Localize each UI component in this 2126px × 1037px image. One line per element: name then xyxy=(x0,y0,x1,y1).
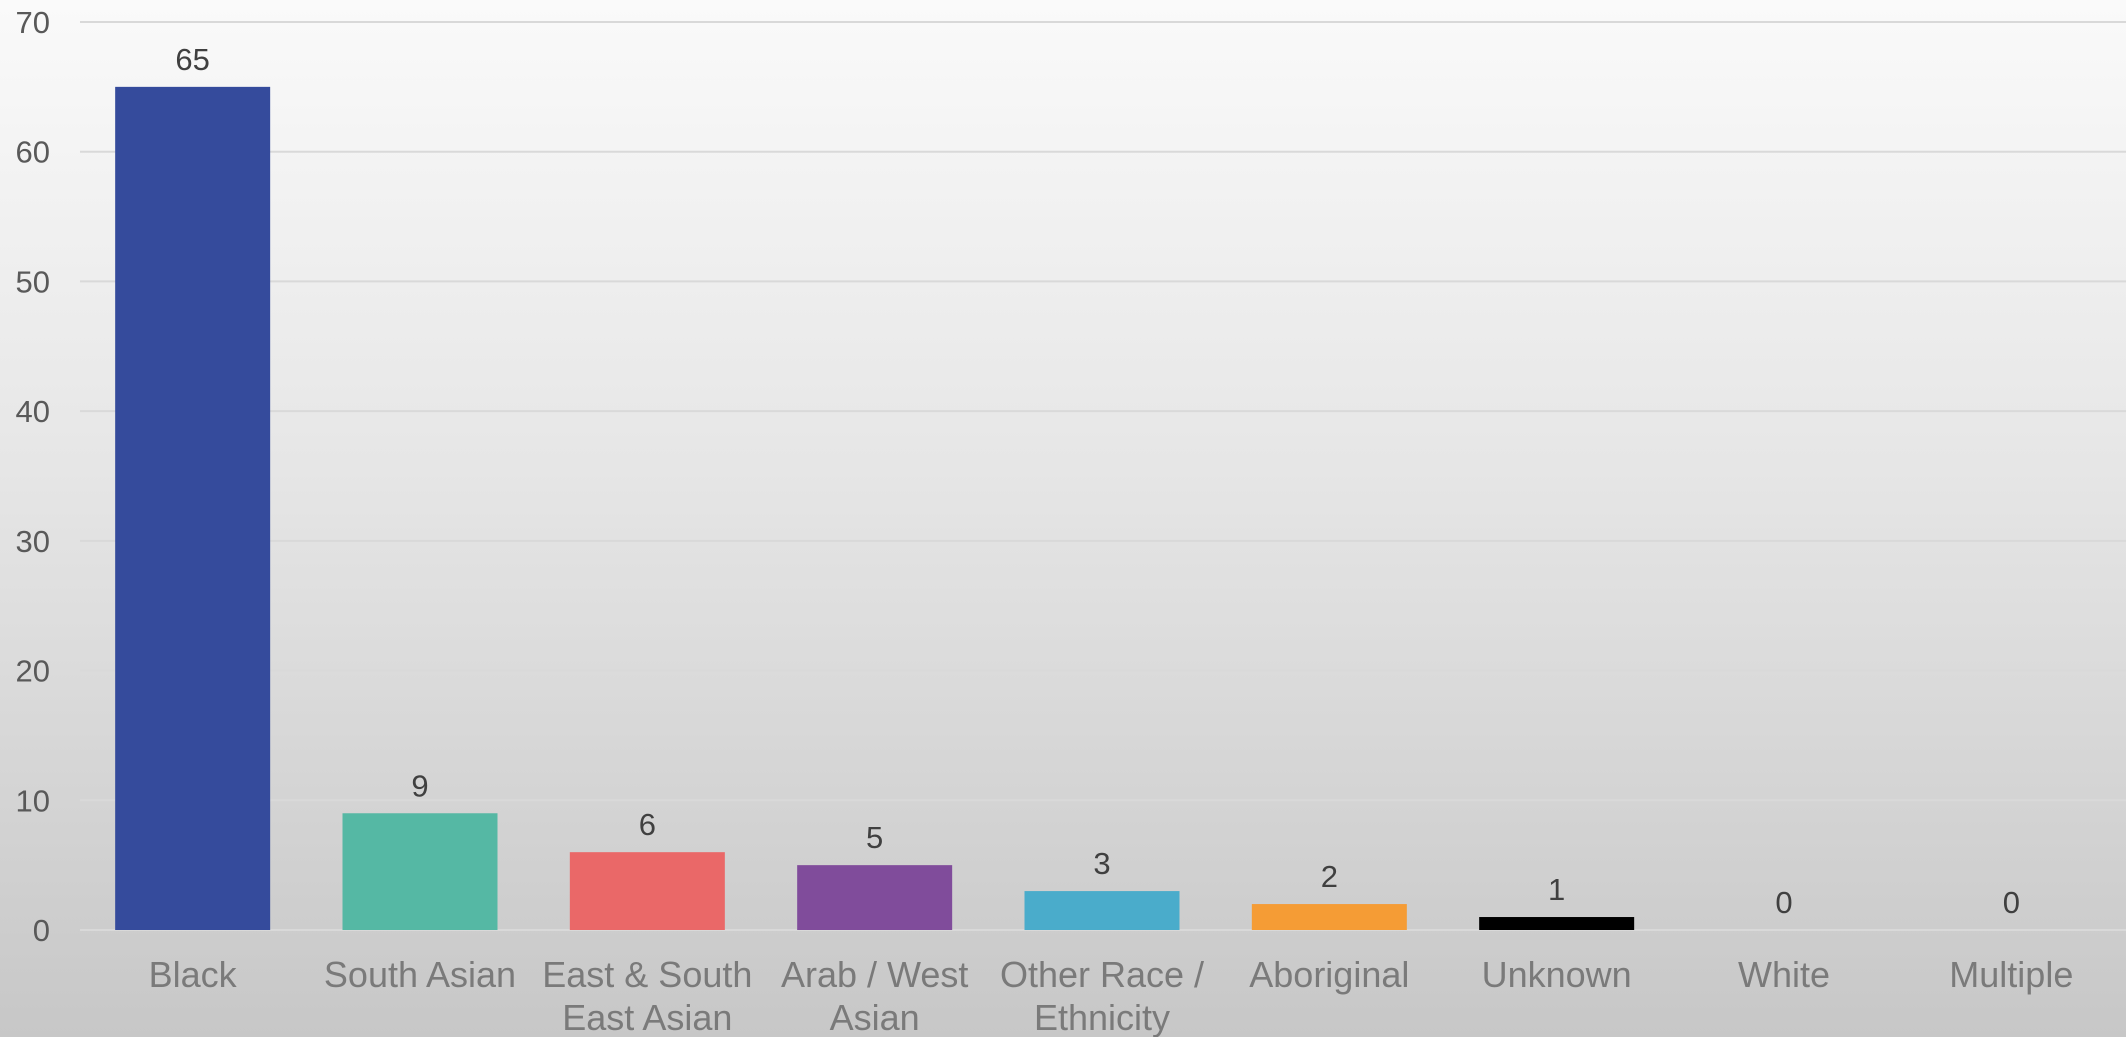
y-tick-label: 20 xyxy=(16,654,50,689)
bar xyxy=(342,813,498,930)
category-label-line: Other Race / xyxy=(1000,954,1204,995)
data-label: 1 xyxy=(1548,872,1565,907)
bar xyxy=(1024,891,1180,930)
category-label-line: Black xyxy=(149,954,238,995)
y-axis-ticks: 0 10 20 30 40 50 60 70 xyxy=(16,5,50,948)
category-label-line: Aboriginal xyxy=(1249,954,1409,995)
category-label: Black xyxy=(149,954,238,995)
category-label: Multiple xyxy=(1949,954,2073,995)
y-tick-label: 40 xyxy=(16,394,50,429)
y-tick-label: 10 xyxy=(16,783,50,818)
data-label: 65 xyxy=(175,42,209,77)
category-label: Arab / West Asian xyxy=(781,954,968,1037)
category-label-line: Multiple xyxy=(1949,954,2073,995)
category-label-line: East Asian xyxy=(562,997,732,1037)
category-label-line: Ethnicity xyxy=(1034,997,1170,1037)
bars xyxy=(115,86,1635,931)
y-tick-label: 60 xyxy=(16,135,50,170)
category-label: Other Race / Ethnicity xyxy=(1000,954,1204,1037)
bar xyxy=(115,86,271,931)
category-label-line: East & South xyxy=(542,954,752,995)
category-label-line: White xyxy=(1738,954,1830,995)
bar xyxy=(1479,917,1635,930)
y-tick-label: 70 xyxy=(16,5,50,40)
data-label: 5 xyxy=(866,820,883,855)
y-tick-label: 50 xyxy=(16,264,50,299)
y-tick-label: 30 xyxy=(16,524,50,559)
category-label: South Asian xyxy=(324,954,516,995)
x-axis-labels: Black South Asian East & South East Asian Ar… xyxy=(149,954,2074,1037)
category-label-line: Asian xyxy=(830,997,920,1037)
category-label: Aboriginal xyxy=(1249,954,1409,995)
data-label: 0 xyxy=(2003,885,2020,920)
data-label: 3 xyxy=(1093,846,1110,881)
gridlines xyxy=(80,21,2126,931)
bar xyxy=(1251,904,1407,930)
category-label-line: Unknown xyxy=(1482,954,1632,995)
data-label: 2 xyxy=(1321,859,1338,894)
y-tick-label: 0 xyxy=(33,913,50,948)
bar xyxy=(797,865,953,930)
data-label: 0 xyxy=(1775,885,1792,920)
category-label-line: Arab / West xyxy=(781,954,968,995)
category-label: Unknown xyxy=(1482,954,1632,995)
category-label: East & South East Asian xyxy=(542,954,752,1037)
data-label: 9 xyxy=(411,768,428,803)
category-label-line: South Asian xyxy=(324,954,516,995)
category-label: White xyxy=(1738,954,1830,995)
data-label: 6 xyxy=(639,807,656,842)
bar xyxy=(569,852,725,930)
